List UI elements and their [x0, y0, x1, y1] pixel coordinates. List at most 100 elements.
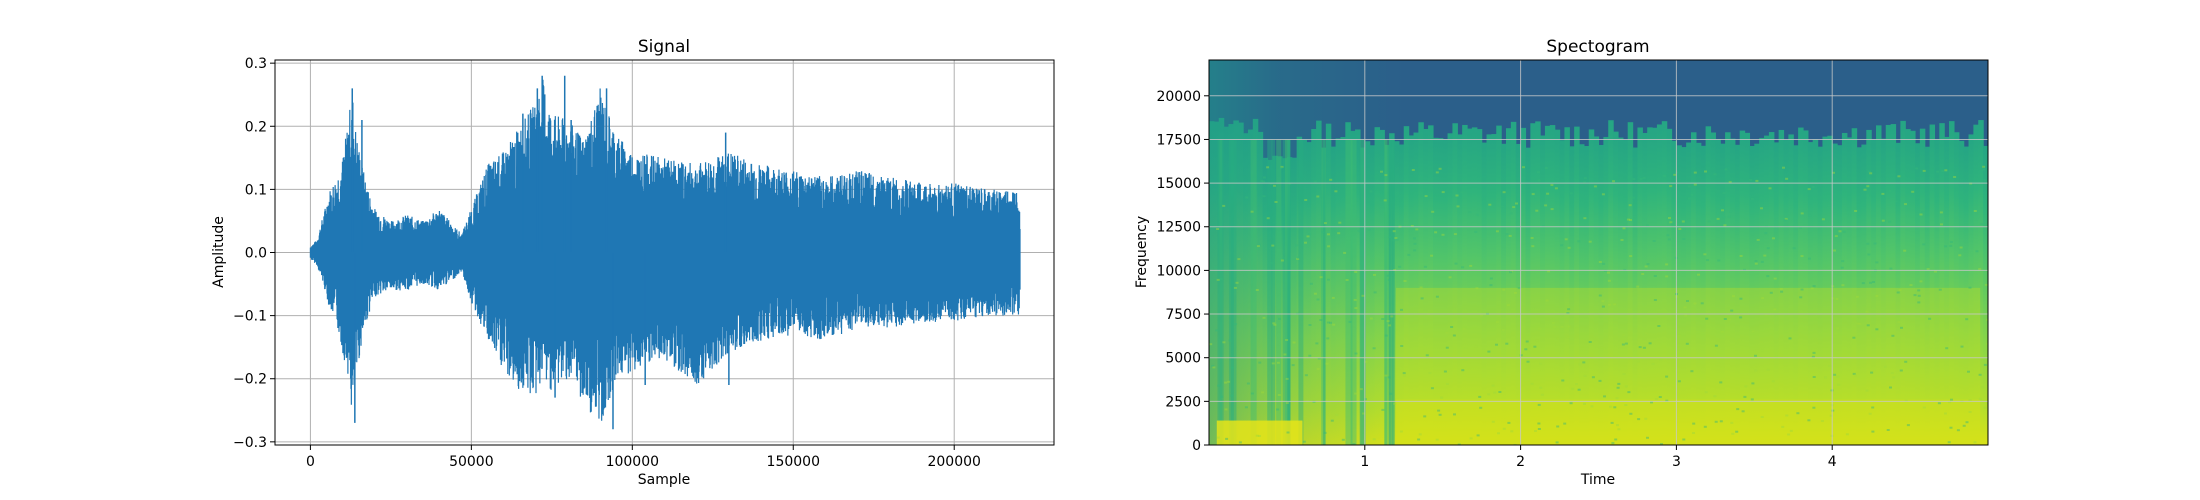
spectrogram-energy-band	[1395, 399, 1981, 445]
spectrogram-speckle	[1334, 190, 1338, 193]
spectrogram-speckle	[1468, 211, 1472, 214]
spectrogram-speckle	[1506, 304, 1510, 307]
spectrogram-speckle	[1926, 268, 1930, 271]
spectrogram-speckle	[1306, 235, 1310, 238]
spectrogram-speckle	[1393, 402, 1397, 405]
spectrogram-column	[1549, 125, 1556, 445]
signal-xtick-label: 50000	[449, 454, 494, 470]
spectrogram-speckle	[1629, 219, 1632, 221]
spectrogram-column	[1637, 127, 1643, 445]
spectrogram-speckle	[1480, 314, 1483, 317]
spectrogram-speckle	[1929, 346, 1933, 349]
spectrogram-speckle	[1578, 363, 1582, 366]
signal-ytick-label: −0.3	[233, 435, 267, 451]
spectrogram-column	[1700, 145, 1707, 445]
spectrogram-column	[1846, 137, 1853, 445]
spectrogram-speckle	[1760, 207, 1763, 210]
spectrogram-speckle	[1915, 167, 1919, 170]
spectrogram-speckle	[1730, 309, 1734, 312]
spectrogram-streak	[1271, 139, 1276, 445]
spectrogram-speckle	[1257, 243, 1261, 246]
spectrogram-streak	[1284, 139, 1290, 445]
spectrogram-speckle	[1272, 322, 1276, 325]
spectrogram-speckle	[1653, 299, 1657, 301]
spectrogram-speckle	[1388, 324, 1391, 327]
spectrogram-speckle	[1478, 395, 1482, 398]
spectrogram-speckle	[1928, 317, 1932, 320]
spectrogram-column	[1880, 138, 1887, 445]
spectrogram-speckle	[1622, 227, 1626, 230]
spectrogram-speckle	[1626, 218, 1630, 221]
spectrogram-speckle	[1666, 234, 1670, 237]
spectrogram-speckle	[1917, 289, 1921, 292]
spectrogram-speckle	[1678, 228, 1682, 230]
spectrogram-speckle	[1354, 352, 1358, 355]
spectrogram-speckle	[1373, 273, 1376, 276]
spectrogram-speckle	[1639, 177, 1643, 180]
spectrogram-speckle	[1872, 281, 1875, 283]
spectrogram-speckle	[1891, 334, 1895, 337]
spectrogram-speckle	[1250, 392, 1254, 395]
spectrogram-speckle	[1495, 230, 1499, 233]
spectrogram-ytick-label: 7500	[1165, 307, 1201, 323]
spectrogram-speckle	[1653, 275, 1657, 277]
spectrogram-speckle	[1237, 258, 1241, 261]
spectrogram-speckle	[1881, 219, 1885, 222]
spectrogram-speckle	[1601, 305, 1605, 308]
spectrogram-speckle	[1735, 430, 1739, 433]
spectrogram-speckle	[1720, 330, 1724, 333]
spectrogram-speckle	[1621, 343, 1625, 346]
spectrogram-speckle	[1369, 190, 1373, 193]
spectrogram-speckle	[1544, 167, 1548, 169]
spectrogram-speckle	[1624, 385, 1628, 388]
spectrogram-speckle	[1566, 336, 1570, 339]
spectrogram-speckle	[1833, 373, 1837, 376]
spectrogram-speckle	[1613, 303, 1617, 306]
spectrogram-speckle	[1978, 268, 1982, 271]
spectrogram-speckle	[1316, 368, 1320, 370]
spectrogram-speckle	[1583, 402, 1586, 405]
spectrogram-speckle	[1525, 340, 1529, 343]
spectrogram-speckle	[1856, 215, 1860, 218]
spectrogram-speckle	[1681, 220, 1685, 223]
spectrogram-column	[1983, 145, 1988, 445]
spectrogram-speckle	[1944, 412, 1947, 415]
spectrogram-speckle	[1866, 194, 1870, 197]
spectrogram-speckle	[1535, 339, 1539, 342]
spectrogram-speckle	[1698, 213, 1702, 216]
spectrogram-speckle	[1897, 175, 1901, 178]
signal-xlabel: Sample	[638, 472, 691, 488]
spectrogram-speckle	[1598, 379, 1602, 382]
spectrogram-speckle	[1980, 207, 1984, 210]
spectrogram-speckle	[1644, 265, 1648, 268]
spectrogram-speckle	[1600, 346, 1604, 349]
signal-xtick-label: 100000	[606, 454, 659, 470]
spectrogram-speckle	[1394, 237, 1398, 240]
spectrogram-speckle	[1616, 424, 1619, 427]
spectrogram-speckle	[1950, 398, 1953, 401]
spectrogram-speckle	[1556, 337, 1560, 340]
spectrogram-speckle	[1262, 176, 1266, 179]
spectrogram-streak	[1391, 139, 1395, 445]
spectrogram-speckle	[1603, 395, 1606, 398]
spectrogram-column	[1652, 127, 1658, 445]
spectrogram-speckle	[1400, 345, 1404, 347]
spectrogram-column	[1569, 146, 1575, 445]
spectrogram-column	[1968, 134, 1974, 445]
spectrogram-speckle	[1755, 179, 1759, 182]
spectrogram-speckle	[1536, 171, 1540, 174]
spectrogram-speckle	[1960, 345, 1964, 348]
spectrogram-column	[1608, 120, 1614, 445]
spectrogram-column	[1622, 139, 1629, 445]
spectrogram-column	[1866, 129, 1872, 445]
spectrogram-speckle	[1255, 289, 1259, 291]
spectrogram-speckle	[1502, 288, 1506, 291]
spectrogram-speckle	[1417, 438, 1421, 441]
spectrogram-speckle	[1384, 174, 1388, 177]
spectrogram-speckle	[1588, 341, 1592, 343]
spectrogram-speckle	[1799, 296, 1803, 299]
spectrogram-speckle	[1853, 374, 1857, 377]
spectrogram-streak	[1359, 139, 1366, 445]
spectrogram-column	[1403, 126, 1410, 445]
spectrogram-speckle	[1798, 226, 1802, 229]
